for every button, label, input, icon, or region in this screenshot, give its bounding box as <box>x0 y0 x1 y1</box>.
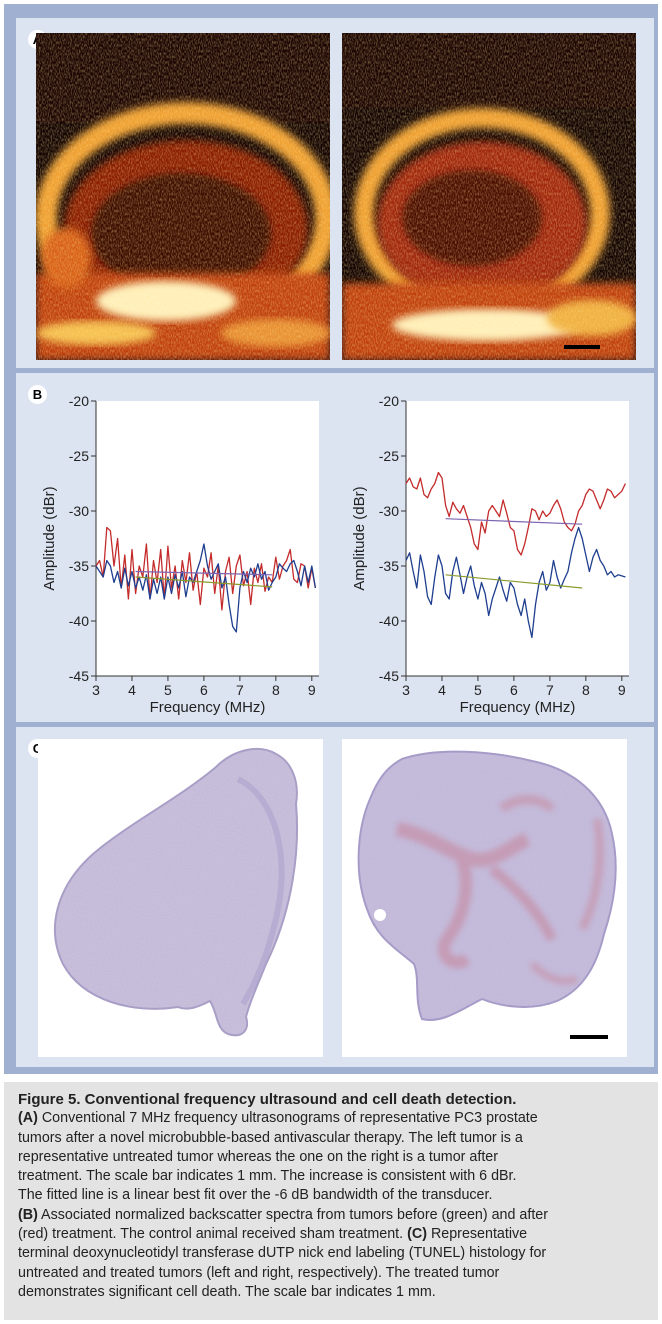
y-axis-label: Amplitude (dBr) <box>351 486 368 590</box>
series-line-1 <box>405 526 626 639</box>
caption-line: Conventional 7 MHz frequency ultrasonogr… <box>41 1110 538 1127</box>
y-tick-label: -30 <box>69 503 89 519</box>
caption-title: Figure 5. Conventional frequency ultraso… <box>18 1091 517 1108</box>
x-tick-label: 3 <box>92 682 100 698</box>
scale-bar <box>564 345 600 349</box>
panel-b-label: B <box>28 385 47 404</box>
caption-line: Representative <box>430 1226 528 1243</box>
y-tick-label: -20 <box>379 393 399 409</box>
series-line-3 <box>135 570 273 576</box>
y-axis-label: Amplitude (dBr) <box>41 486 58 590</box>
caption-line: tumors after a novel microbubble-based a… <box>18 1129 523 1146</box>
caption-line: treatment. The scale bar indicates 1 mm.… <box>18 1168 517 1185</box>
y-tick-label: -45 <box>379 668 399 684</box>
y-tick-label: -35 <box>69 558 89 574</box>
y-tick-label: -35 <box>379 558 399 574</box>
scale-bar <box>570 1035 608 1039</box>
y-tick-label: -20 <box>69 393 89 409</box>
caption-line: untreated and treated tumors (left and r… <box>18 1264 500 1281</box>
x-tick-label: 3 <box>402 682 410 698</box>
x-tick-label: 7 <box>546 682 554 698</box>
x-tick-label: 9 <box>618 682 626 698</box>
caption-line: (red) treatment. The control animal rece… <box>18 1226 404 1243</box>
panel-a: A <box>16 18 654 368</box>
x-tick-label: 4 <box>438 682 446 698</box>
series-line-1 <box>95 543 317 633</box>
histology-image-treated <box>342 739 627 1057</box>
series-line-2 <box>445 574 583 589</box>
panel-b: B -20 -25 -30 -35 -40 -45 3 4 5 6 7 8 9 Frequency (MH… <box>16 373 654 722</box>
x-tick-label: 9 <box>308 682 316 698</box>
caption-label-a: (A) <box>18 1110 38 1127</box>
series-line-3 <box>445 518 583 525</box>
caption-line: demonstrates significant cell death. The… <box>18 1283 436 1300</box>
caption-line: Associated normalized backscatter spectr… <box>41 1206 549 1223</box>
y-tick-label: -45 <box>69 668 89 684</box>
figure-frame: A <box>4 4 658 1074</box>
caption-label-b: (B) <box>18 1206 38 1223</box>
caption-label-c: (C) <box>407 1226 427 1243</box>
x-tick-label: 4 <box>128 682 136 698</box>
x-tick-label: 5 <box>474 682 482 698</box>
caption-line: The fitted line is a linear best fit ove… <box>18 1187 493 1204</box>
y-tick-label: -25 <box>69 448 89 464</box>
x-tick-label: 6 <box>510 682 518 698</box>
spectrum-chart-untreated: -20 -25 -30 -35 -40 -45 3 4 5 6 7 8 9 Frequency (MHz)… <box>24 385 324 719</box>
caption-line: terminal deoxynucleotidyl transferase dU… <box>18 1245 547 1262</box>
x-tick-label: 7 <box>236 682 244 698</box>
x-tick-label: 5 <box>164 682 172 698</box>
series-line-0 <box>405 471 626 556</box>
plot-area <box>96 401 319 676</box>
figure-caption: Figure 5. Conventional frequency ultraso… <box>4 1082 658 1320</box>
x-axis-label: Frequency (MHz) <box>150 699 266 716</box>
y-tick-label: -40 <box>69 613 89 629</box>
ultrasound-image-untreated <box>36 33 330 360</box>
histology-image-untreated <box>38 739 323 1057</box>
x-axis-label: Frequency (MHz) <box>460 699 576 716</box>
ultrasound-image-treated <box>342 33 636 360</box>
panel-c: C <box>16 727 654 1067</box>
x-tick-label: 8 <box>272 682 280 698</box>
series-line-2 <box>135 576 273 588</box>
x-tick-label: 8 <box>582 682 590 698</box>
plot-area <box>406 401 629 676</box>
x-tick-label: 6 <box>200 682 208 698</box>
spectrum-chart-treated: -20 -25 -30 -35 -40 -45 3 4 5 6 7 8 9 Frequency (MHz)… <box>334 385 634 719</box>
y-tick-label: -30 <box>379 503 399 519</box>
caption-line: representative untreated tumor whereas t… <box>18 1148 499 1165</box>
y-tick-label: -25 <box>379 448 399 464</box>
y-tick-label: -40 <box>379 613 399 629</box>
